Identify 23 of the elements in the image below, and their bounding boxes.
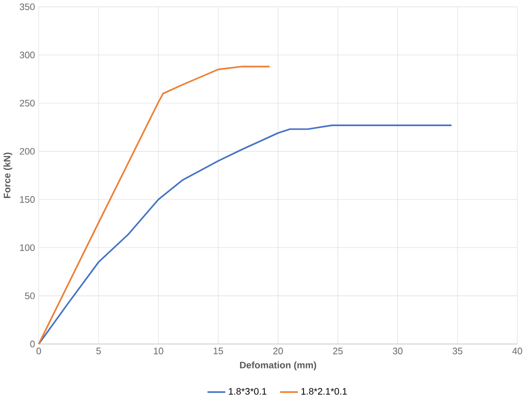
y-tick-label: 200 [20, 148, 35, 154]
x-tick-label: 20 [273, 348, 283, 354]
y-tick-label: 300 [20, 51, 35, 58]
x-tick-label: 15 [214, 348, 224, 354]
x-tick-label: 25 [333, 348, 343, 354]
x-tick-label: 35 [452, 348, 462, 354]
y-tick-label: 50 [24, 292, 35, 299]
x-tick-label: 10 [154, 348, 164, 354]
x-tick-label: 5 [96, 348, 101, 354]
y-tick-label: 250 [20, 100, 35, 106]
y-axis-title: Force (kN) [3, 152, 12, 198]
line-series [38, 66, 270, 345]
legend-label: 1.8*3*0.1 [228, 388, 266, 395]
y-tick-label: 100 [20, 244, 35, 251]
x-tick-label: 30 [392, 348, 403, 354]
y-tick-label: 350 [20, 3, 35, 10]
x-tick-label: 40 [512, 348, 522, 354]
y-tick-label: 0 [30, 340, 35, 348]
x-tick-label: 0 [36, 348, 41, 354]
y-tick-label: 150 [20, 196, 35, 203]
x-axis-title: Defomation (mm) [240, 361, 316, 370]
line-series [38, 124, 452, 345]
legend-label: 1.8*2.1*0.1 [302, 388, 347, 395]
